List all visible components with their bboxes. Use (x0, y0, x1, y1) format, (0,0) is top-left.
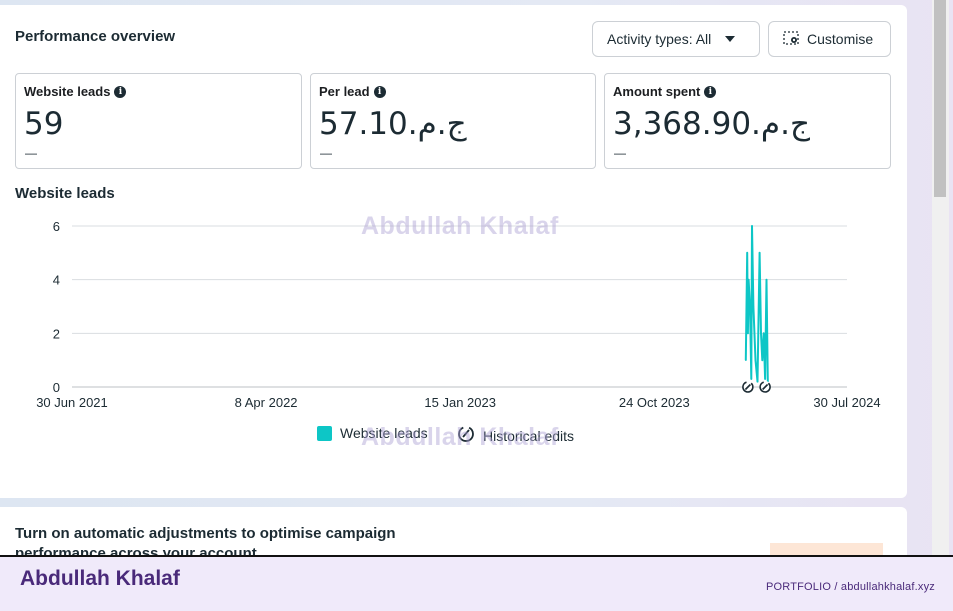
data-point (756, 380, 759, 383)
historical-edit-marker[interactable] (741, 381, 754, 393)
info-icon[interactable]: i (114, 85, 127, 98)
legend-swatch (317, 425, 332, 441)
customise-label: Customise (807, 31, 874, 47)
x-tick-label: 30 Jul 2024 (813, 395, 880, 410)
footer-brand: Abdullah Khalaf (20, 567, 180, 590)
legend-historical-edits[interactable]: Historical edits (457, 425, 574, 446)
scrollbar[interactable] (932, 0, 949, 611)
data-point (746, 252, 748, 254)
metric-delta: — (614, 146, 626, 160)
data-point (749, 305, 751, 308)
y-tick-label: 0 (53, 380, 60, 395)
historical-edit-marker[interactable] (759, 381, 772, 393)
legend-website-leads[interactable]: Website leads (317, 425, 428, 441)
metric-value: 57.10.ج.م (319, 106, 467, 142)
x-tick-label: 8 Apr 2022 (235, 395, 298, 410)
footer-links[interactable]: PORTFOLIO / abdullahkhalaf.xyz (765, 581, 935, 593)
data-point (745, 359, 747, 361)
data-point (760, 332, 762, 335)
data-point (758, 252, 761, 254)
metric-label: Per lead (319, 84, 370, 99)
data-point (752, 305, 755, 308)
y-tick-label: 4 (53, 273, 60, 288)
data-point (765, 278, 768, 281)
metric-label: Website leads (24, 84, 111, 99)
metric-value: 59 (24, 106, 64, 142)
x-tick-label: 24 Oct 2023 (619, 395, 690, 410)
performance-overview-card: Performance overview Activity types: All… (0, 5, 907, 498)
data-point (747, 278, 750, 281)
metric-delta: — (25, 146, 37, 160)
page-title: Performance overview (15, 28, 176, 45)
legend-label: Historical edits (483, 427, 575, 444)
info-icon[interactable]: i (373, 85, 386, 98)
metric-card-per-lead[interactable]: Per lead i 57.10.ج.م — (310, 73, 596, 169)
data-point (747, 332, 749, 335)
portfolio-footer: Abdullah Khalaf PORTFOLIO / abdullahkhal… (0, 555, 953, 611)
x-tick-label: 15 Jan 2023 (424, 395, 496, 410)
metric-card-amount-spent[interactable]: Amount spent i 3,368.90.ج.م — (604, 73, 891, 169)
info-icon[interactable]: i (704, 85, 717, 98)
scrollbar-thumb[interactable] (934, 0, 946, 197)
customise-button[interactable]: Customise (768, 21, 891, 57)
data-point (751, 225, 753, 227)
watermark: Abdullah Khalaf (361, 423, 559, 451)
x-tick-label: 30 Jun 2021 (36, 395, 108, 410)
series-line (744, 225, 769, 383)
metric-label-row: Per lead i (319, 84, 386, 99)
activity-types-dropdown[interactable]: Activity types: All (592, 21, 760, 57)
banner-illustration (770, 543, 883, 557)
data-point (761, 359, 764, 361)
metric-delta: — (320, 146, 332, 160)
data-point (764, 378, 766, 380)
watermark: Abdullah Khalaf (361, 212, 559, 240)
metric-value: 3,368.90.ج.م (613, 106, 810, 142)
legend-label: Website leads (340, 425, 428, 441)
chart-title: Website leads (15, 185, 115, 202)
y-tick-label: 6 (53, 219, 60, 234)
website-leads-chart[interactable]: 0 2 4 6 30 Jun 2021 8 Apr 2022 15 Jan 2023 24 O… (0, 205, 907, 425)
data-point (750, 378, 753, 380)
activity-types-label: Activity types: All (607, 31, 712, 47)
y-tick-label: 2 (53, 326, 60, 341)
chevron-down-icon (725, 36, 736, 42)
metric-label-row: Amount spent i (613, 84, 717, 99)
data-point (762, 332, 765, 335)
metric-card-website-leads[interactable]: Website leads i 59 — (15, 73, 302, 169)
metric-label-row: Website leads i (24, 84, 127, 99)
data-point (754, 359, 757, 361)
historical-edit-icon (457, 425, 475, 446)
customise-icon (783, 30, 799, 48)
metric-label: Amount spent (613, 84, 701, 99)
